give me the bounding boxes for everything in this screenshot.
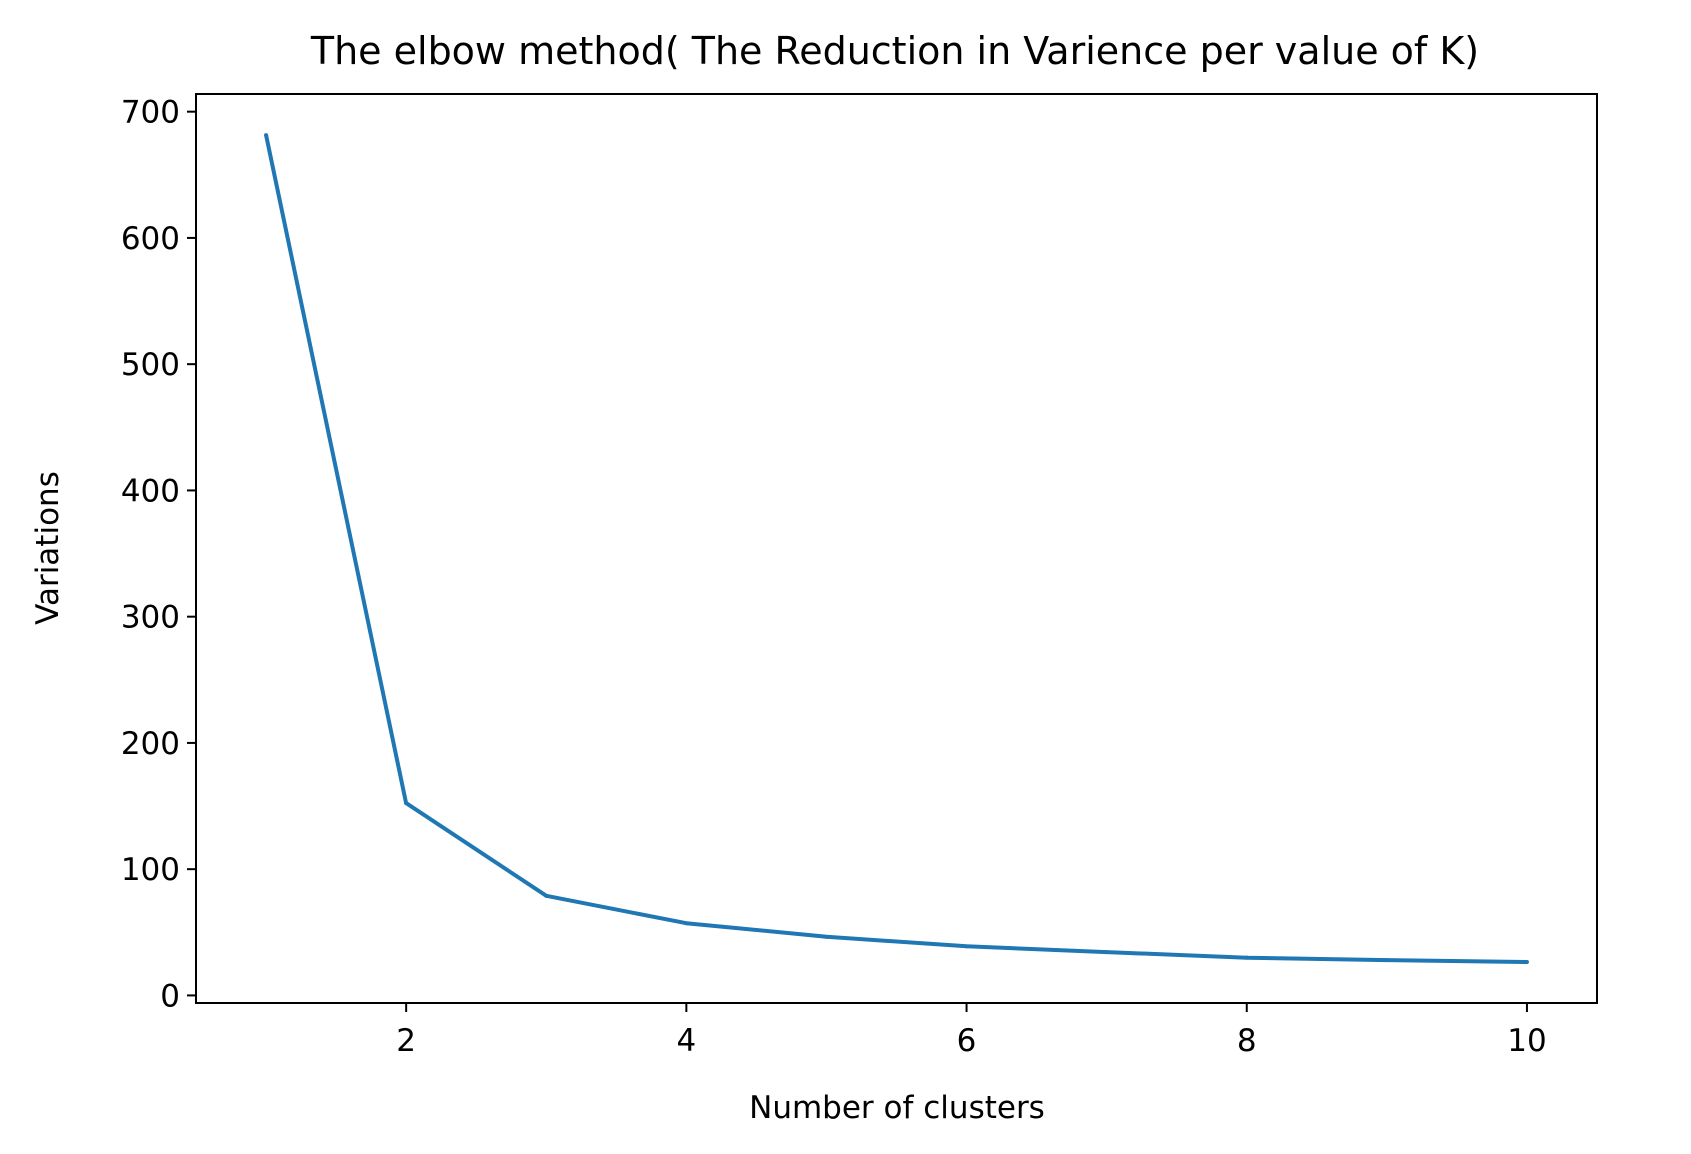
y-tick-label: 700 <box>121 95 180 131</box>
x-tick-label: 10 <box>1507 1023 1546 1059</box>
y-axis: 0 100 200 300 400 500 600 700 <box>121 95 196 1014</box>
y-tick-label: 300 <box>121 600 180 636</box>
data-point <box>1104 950 1109 955</box>
chart-title: The elbow method( The Reduction in Varie… <box>310 29 1479 73</box>
y-tick-label: 600 <box>121 221 180 257</box>
x-tick-label: 8 <box>1237 1023 1257 1059</box>
x-axis: 2 4 6 8 10 <box>396 1003 1547 1059</box>
y-tick-label: 200 <box>121 726 180 762</box>
data-point <box>684 921 689 926</box>
data-point <box>264 133 269 138</box>
x-tick-label: 2 <box>396 1023 416 1059</box>
plot-frame <box>195 93 1598 1004</box>
series-line-0 <box>264 134 1528 964</box>
data-point <box>1524 959 1529 964</box>
data-point <box>1244 955 1249 960</box>
y-tick-label: 500 <box>121 347 180 383</box>
data-point <box>544 893 549 898</box>
series-layer <box>264 133 1529 964</box>
data-point <box>1384 958 1389 963</box>
y-tick-label: 100 <box>121 852 180 888</box>
data-point <box>404 801 409 806</box>
y-axis-label: Variations <box>30 471 66 625</box>
data-point <box>824 934 829 939</box>
x-tick-label: 6 <box>957 1023 977 1059</box>
y-tick-label: 0 <box>160 978 180 1014</box>
plot-area: 2 4 6 8 10 0 100 200 300 400 500 600 700 <box>121 93 1598 1059</box>
x-axis-label: Number of clusters <box>749 1090 1045 1126</box>
data-point <box>964 944 969 949</box>
y-tick-label: 400 <box>121 473 180 509</box>
x-tick-label: 4 <box>676 1023 696 1059</box>
